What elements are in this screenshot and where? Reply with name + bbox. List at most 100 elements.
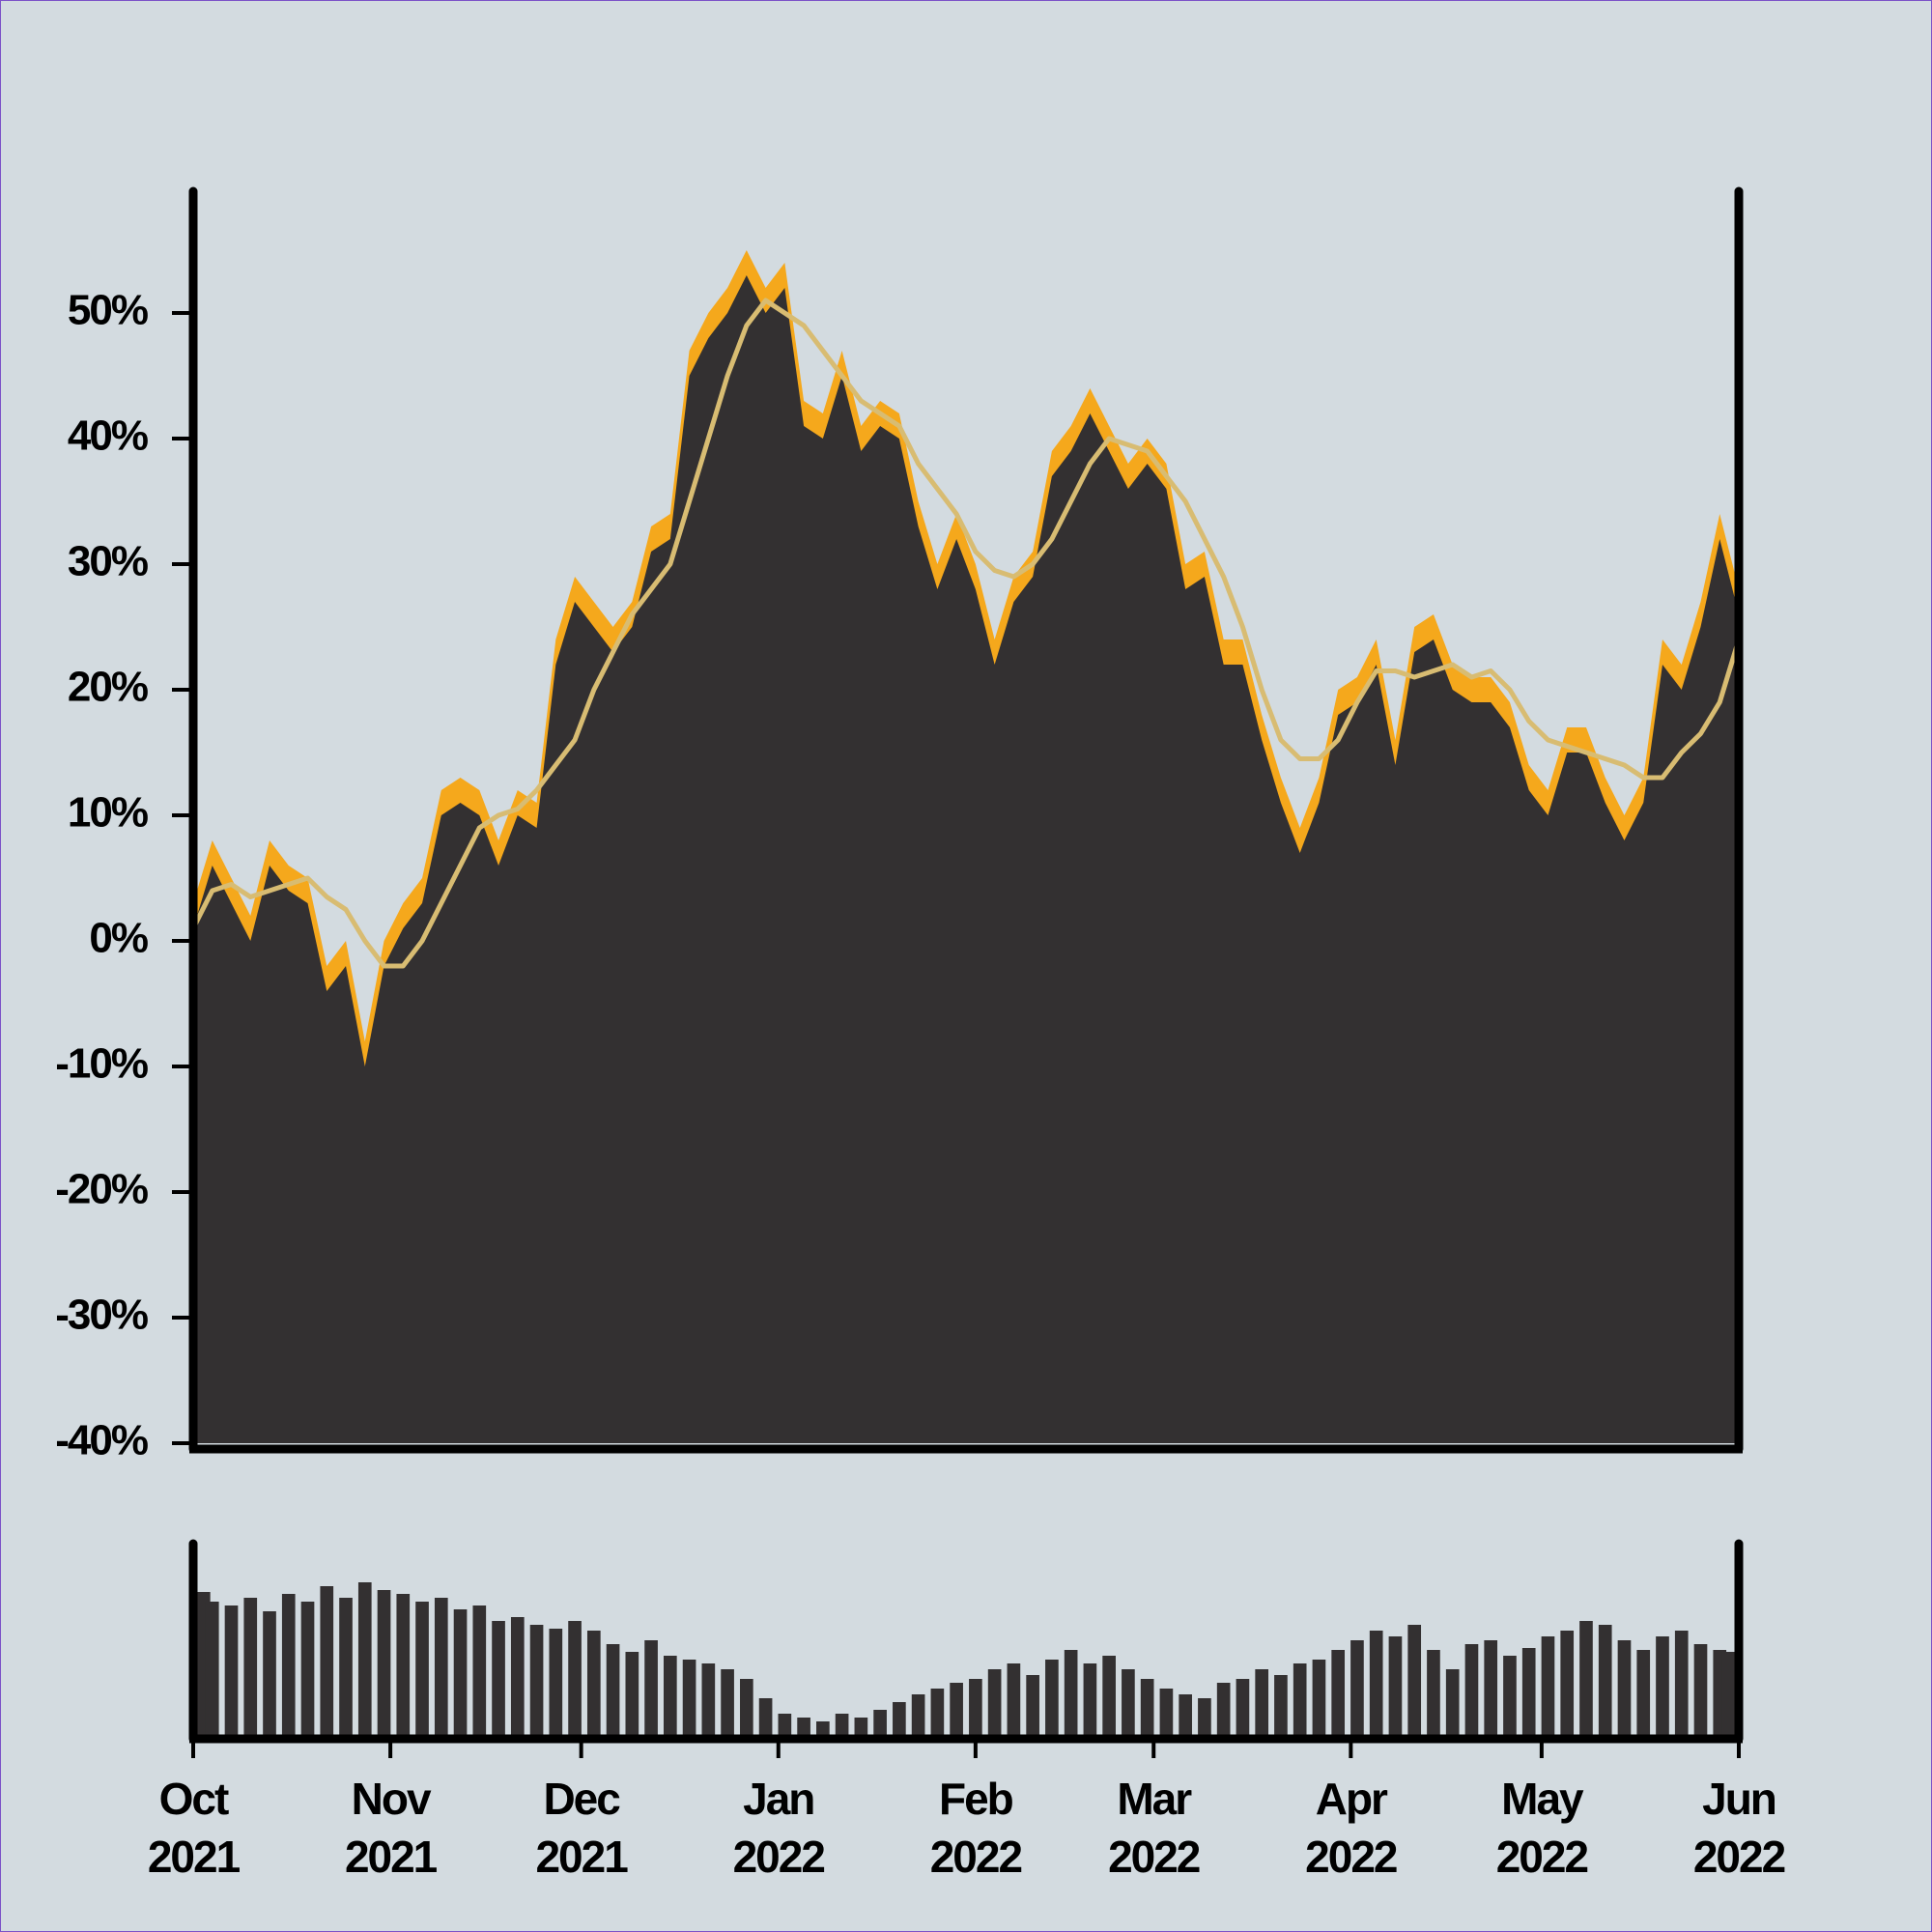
volume-bar	[1388, 1636, 1403, 1737]
volume-bar	[1083, 1663, 1097, 1737]
volume-bar	[644, 1640, 658, 1737]
volume-bar	[1427, 1650, 1440, 1737]
volume-bar	[472, 1605, 487, 1737]
volume-bar	[1541, 1636, 1555, 1737]
y-tick-label: -20%	[55, 1166, 148, 1213]
volume-bar	[1598, 1625, 1612, 1737]
volume-bar	[1350, 1640, 1364, 1737]
volume-bar	[549, 1629, 563, 1737]
x-tick-year: 2022	[1305, 1832, 1397, 1882]
volume-bar	[758, 1698, 773, 1737]
x-tick-year: 2022	[1496, 1832, 1588, 1882]
volume-bar	[663, 1656, 677, 1737]
volume-bar	[529, 1625, 544, 1737]
volume-bar	[1179, 1694, 1192, 1737]
volume-bar	[1617, 1640, 1632, 1737]
volume-bar	[510, 1617, 525, 1737]
volume-bar	[969, 1679, 982, 1737]
volume-bar	[1656, 1636, 1669, 1737]
volume-bar	[816, 1721, 830, 1737]
volume-bar	[625, 1652, 639, 1737]
volume-bar	[492, 1621, 505, 1737]
volume-bar	[243, 1598, 258, 1737]
volume-bar	[1579, 1621, 1593, 1737]
volume-bar	[1216, 1683, 1231, 1737]
volume-bar	[357, 1582, 372, 1737]
volume-bar	[778, 1714, 792, 1737]
volume-bar	[835, 1714, 849, 1737]
x-tick-label: Nov	[352, 1774, 432, 1824]
x-tick-label: Jun	[1702, 1774, 1776, 1824]
volume-bar	[1255, 1669, 1269, 1737]
y-tick-label: -10%	[55, 1040, 148, 1088]
volume-bar	[1693, 1644, 1708, 1737]
volume-bar	[1369, 1631, 1383, 1737]
volume-bar	[339, 1598, 353, 1737]
y-tick-label: 20%	[68, 664, 148, 711]
x-tick-label: Feb	[939, 1774, 1013, 1824]
volume-bar	[893, 1702, 906, 1737]
volume-bar	[1674, 1631, 1689, 1737]
y-tick-label: 50%	[68, 287, 148, 334]
volume-bar	[701, 1663, 716, 1737]
y-tick-label: -40%	[55, 1417, 148, 1464]
x-tick-year: 2022	[733, 1832, 825, 1882]
moving-average-line	[190, 298, 1742, 969]
volume-bar	[740, 1679, 753, 1737]
volume-bar	[1312, 1660, 1326, 1737]
x-tick-label: Dec	[543, 1774, 620, 1824]
volume-bar	[873, 1710, 887, 1737]
x-tick-year: 2021	[148, 1832, 241, 1882]
volume-bar	[415, 1602, 429, 1737]
volume-bar	[1464, 1644, 1479, 1737]
volume-bar	[1102, 1656, 1116, 1737]
volume-bar	[987, 1669, 1002, 1737]
volume-bar	[1274, 1675, 1288, 1737]
volume-bar	[453, 1609, 468, 1737]
volume-bar	[1236, 1679, 1250, 1737]
volume-bar	[1484, 1640, 1498, 1737]
volume-bar	[205, 1602, 219, 1737]
volume-bar	[854, 1718, 868, 1737]
volume-bar	[1445, 1669, 1460, 1737]
volume-bar	[797, 1718, 810, 1737]
y-tick-label: 40%	[68, 412, 148, 460]
volume-bar	[568, 1621, 582, 1737]
x-tick-year: 2022	[1108, 1832, 1200, 1882]
volume-bar	[263, 1611, 276, 1737]
x-tick-label: Jan	[743, 1774, 813, 1824]
volume-bar	[300, 1602, 315, 1737]
x-tick-label: Oct	[159, 1774, 229, 1824]
x-tick-year: 2022	[1693, 1832, 1785, 1882]
volume-bar	[1064, 1650, 1078, 1737]
volume-bar	[1521, 1648, 1536, 1737]
y-tick-label: 10%	[68, 789, 148, 837]
volume-bar	[930, 1689, 945, 1737]
x-tick-year: 2022	[930, 1832, 1022, 1882]
x-tick-year: 2021	[535, 1832, 628, 1882]
volume-bar	[1721, 1652, 1735, 1737]
volume-bar	[1293, 1663, 1307, 1737]
volume-bar	[1636, 1650, 1651, 1737]
volume-bar	[1159, 1689, 1174, 1737]
volume-bar	[606, 1644, 620, 1737]
x-tick-label: Apr	[1316, 1774, 1388, 1824]
volume-bar	[1560, 1631, 1575, 1737]
volume-bar	[320, 1586, 334, 1737]
volume-bar	[396, 1594, 411, 1737]
y-tick-label: -30%	[55, 1292, 148, 1339]
volume-bar	[1007, 1663, 1021, 1737]
volume-bar	[224, 1605, 239, 1737]
volume-bar	[911, 1694, 925, 1737]
volume-bar	[1122, 1669, 1135, 1737]
x-tick-label: Mar	[1117, 1774, 1192, 1824]
volume-bar	[1198, 1698, 1211, 1737]
volume-bar	[950, 1683, 963, 1737]
volume-bar	[682, 1660, 696, 1737]
area	[193, 275, 1739, 1443]
volume-bar	[1140, 1679, 1154, 1737]
volume-bar	[1045, 1660, 1059, 1737]
volume-bar	[586, 1631, 601, 1737]
volume-bar	[721, 1669, 734, 1737]
volume-bar	[377, 1590, 391, 1737]
